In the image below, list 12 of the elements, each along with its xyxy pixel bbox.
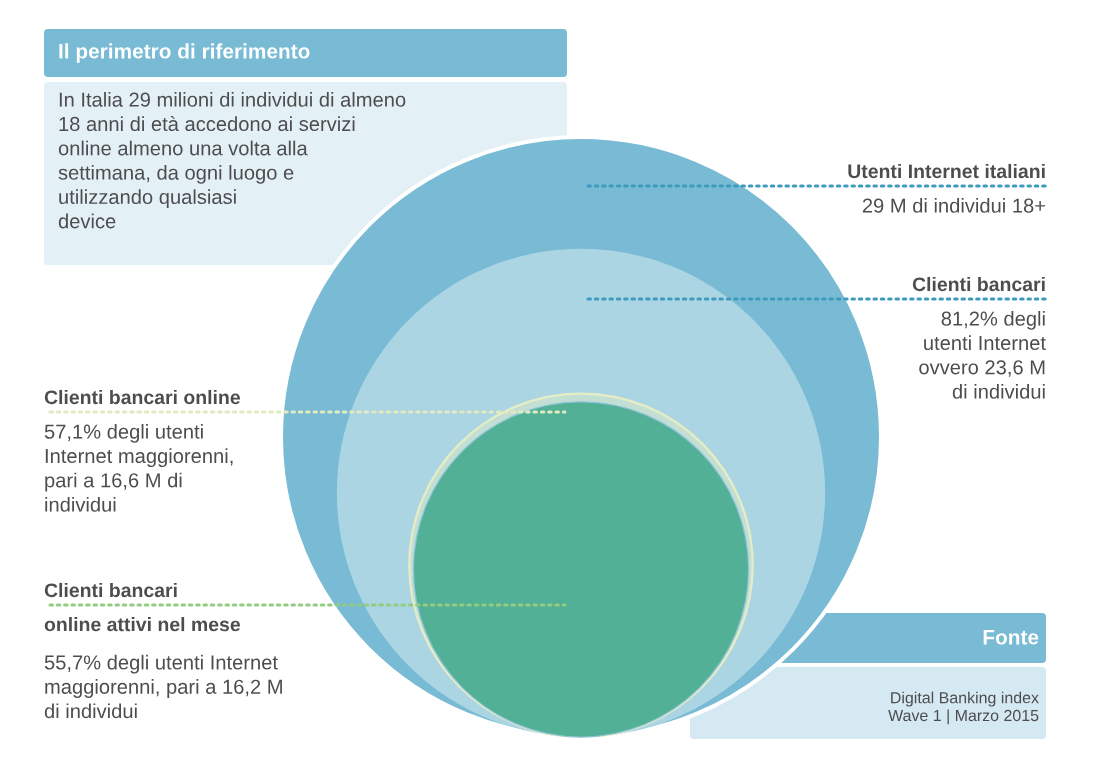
category-label: Clienti bancari online attivi nel mese (44, 582, 240, 632)
category-label: Utenti Internet italiani (848, 163, 1045, 179)
text: Fonte (983, 630, 1039, 645)
text: In Italia 29 milioni di individui di almeno 18 anni di età accedono ai servizi online almeno una volta alla settimana, da ogni luogo e utilizzando qualsiasi device (58, 92, 406, 229)
category-label: Clienti bancari (912, 276, 1045, 292)
data-label: 57,1% degli utenti Internet maggiorenni, pari a 16,6 M di individui (44, 424, 233, 512)
text: Il perimetro di riferimento (59, 43, 310, 63)
data-label: 29 M di individui 18+ (862, 198, 1046, 213)
data-label: 55,7% degli utenti Internet maggiorenni, pari a 16,2 M di individui (44, 654, 282, 719)
data-label: 81,2% degli utenti Internet ovvero 23,6 M di individui (919, 311, 1046, 399)
text: Digital Banking index Wave 1 | Marzo 2015 (888, 691, 1039, 725)
category-label: Clienti bancari online (44, 389, 240, 405)
